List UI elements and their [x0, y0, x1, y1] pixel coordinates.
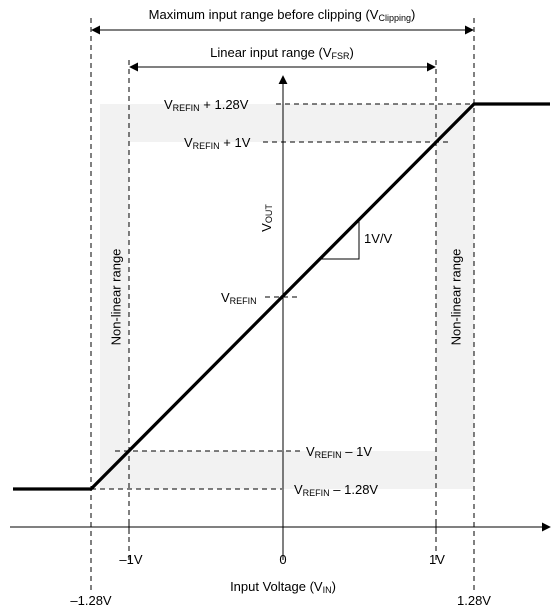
shade-top-band — [100, 104, 474, 142]
level-mid-label: VREFIN — [221, 290, 257, 306]
clipping-range-label: Maximum input range before clipping (VCl… — [149, 7, 416, 23]
x-tick-pos-fsr: 1V — [429, 552, 445, 567]
level-upper-label: VREFIN + 1V — [184, 135, 251, 151]
linear-range-label: Linear input range (VFSR) — [210, 45, 354, 61]
x-tick-pos-clip: 1.28V — [457, 593, 491, 608]
level-top-label: VREFIN + 1.28V — [164, 97, 249, 113]
slope-label: 1V/V — [364, 231, 393, 246]
shade-left-column — [100, 142, 129, 451]
x-tick-zero: 0 — [279, 552, 286, 567]
x-tick-neg-fsr: –1V — [119, 552, 142, 567]
transfer-function-curve — [13, 102, 550, 491]
y-axis-label: VOUT — [259, 204, 274, 232]
level-bottom-label: VREFIN – 1.28V — [294, 482, 378, 498]
level-lower-label: VREFIN – 1V — [306, 444, 372, 460]
slope-triangle — [321, 221, 360, 260]
shade-right-column — [436, 142, 474, 451]
x-tick-neg-clip: –1.28V — [70, 593, 112, 608]
nonlinear-right-label: Non-linear range — [448, 249, 463, 346]
nonlinear-left-label: Non-linear range — [108, 249, 123, 346]
x-axis-label: Input Voltage (VIN) — [230, 579, 336, 595]
shade-bottom-band — [100, 451, 474, 489]
